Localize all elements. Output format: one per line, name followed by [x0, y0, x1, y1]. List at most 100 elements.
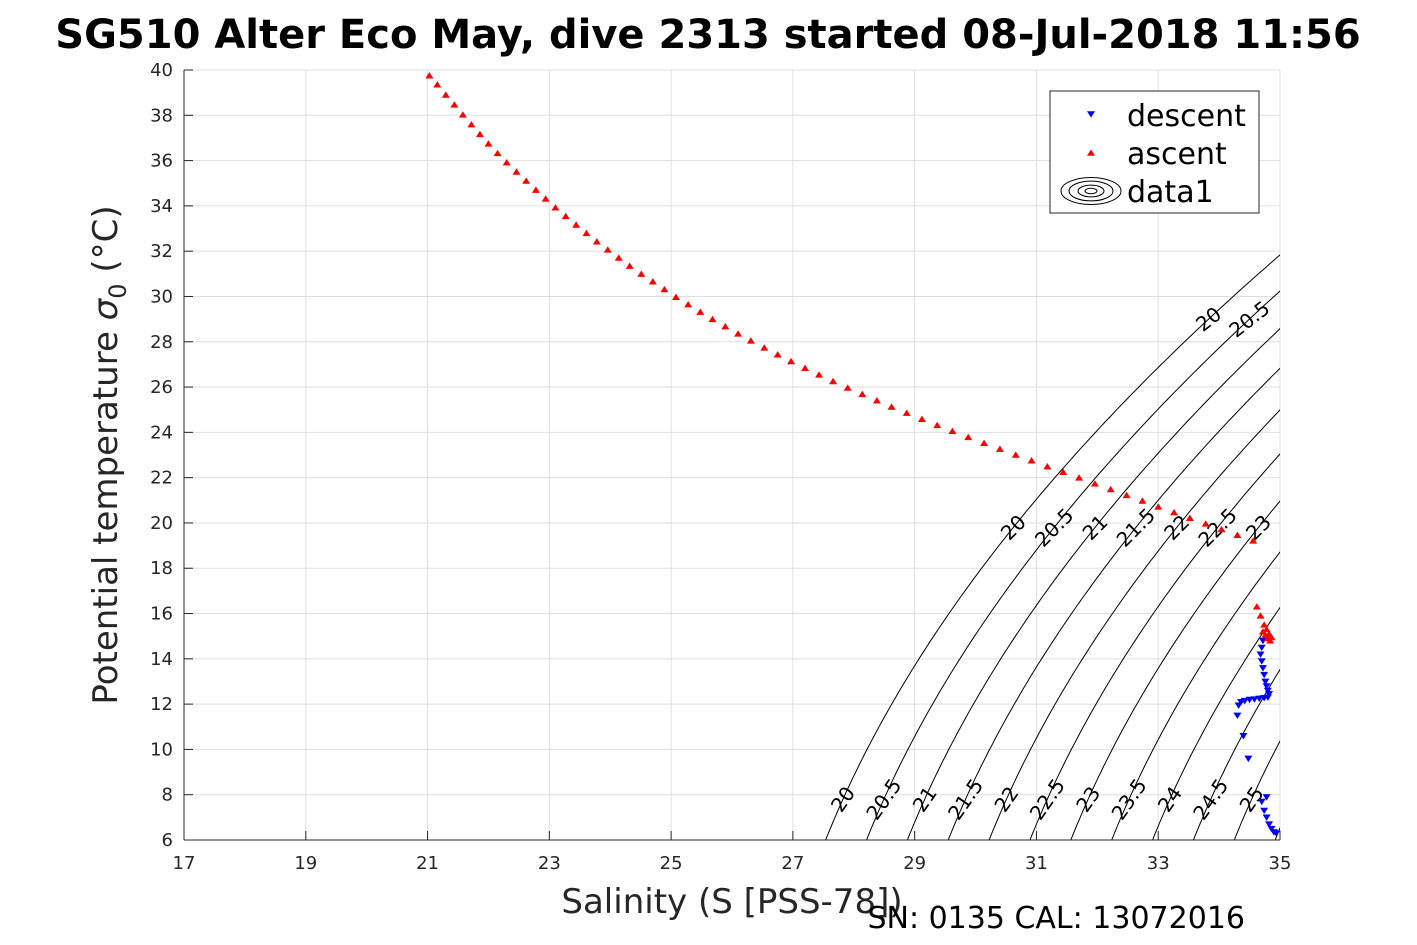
ascent-point [1252, 603, 1261, 610]
ascent-point [1249, 537, 1258, 544]
ascent-point [858, 390, 867, 398]
ascent-point [648, 278, 657, 285]
contour-line [988, 409, 1280, 840]
ascent-point [1090, 480, 1099, 487]
ascent-point [671, 293, 680, 300]
y-tick-label: 26 [150, 377, 173, 398]
y-tick-label: 28 [150, 332, 173, 353]
axes: 17 19 21 23 25 27 29 31 33 35 6 8 10 12 14 16 18 20 22 24 26… [150, 60, 1291, 874]
y-tick-label: 24 [150, 422, 173, 443]
y-tick-label: 30 [150, 286, 173, 307]
y-tick-label: 6 [162, 830, 173, 851]
ascent-point [502, 159, 511, 166]
ascent-point [475, 130, 484, 138]
ascent-point [603, 246, 612, 253]
y-tick-label: 22 [150, 468, 173, 489]
ascent-point [1256, 612, 1265, 619]
descent-point [1239, 733, 1248, 740]
y-tick-label: 10 [150, 739, 173, 760]
x-tick-label: 27 [781, 853, 804, 874]
contour-line [1029, 453, 1280, 840]
contour-line [1152, 606, 1280, 840]
ascent-point [721, 322, 730, 330]
legend-label: ascent [1127, 137, 1227, 172]
y-axis-label: Potential temperature σ0 (°C) [86, 205, 132, 704]
ascent-point [815, 371, 824, 378]
ascent-point [933, 421, 942, 429]
x-tick-label: 21 [416, 853, 439, 874]
x-tick-label: 33 [1147, 853, 1170, 874]
x-tick-label: 31 [1025, 853, 1048, 874]
ascent-point [625, 262, 634, 269]
ascent-point [1233, 531, 1242, 538]
descent-point [1265, 821, 1274, 828]
ascent-point [1185, 514, 1194, 521]
ascent-point [450, 101, 459, 108]
descent-point [1263, 687, 1272, 695]
y-tick-label: 40 [150, 60, 173, 81]
ascent-point [995, 445, 1004, 452]
legend-ascent-marker [1087, 149, 1095, 156]
ascent-point [1043, 462, 1052, 470]
ascent-point [1262, 625, 1271, 633]
ascent-point [467, 120, 476, 128]
x-tick-label: 17 [173, 853, 196, 874]
descent-point [1262, 683, 1271, 690]
footer-serial-calibration: SN: 0135 CAL: 13072016 [867, 901, 1245, 936]
ascent-point [1258, 628, 1267, 635]
y-tick-label: 18 [150, 558, 173, 579]
y-tick-label: 32 [150, 241, 173, 262]
ascent-point [746, 337, 755, 344]
y-tick-label: 34 [150, 196, 173, 217]
ascent-point [484, 140, 493, 147]
ascent-point [1154, 503, 1163, 510]
descent-point [1233, 712, 1242, 720]
ascent-point [1260, 621, 1269, 628]
chart-title: SG510 Alter Eco May, dive 2313 started 0… [55, 12, 1360, 58]
x-tick-label: 25 [660, 853, 683, 874]
ascent-point [637, 270, 646, 277]
descent-point [1262, 794, 1271, 801]
legend-contour-icon [1060, 177, 1122, 205]
descent-point [1257, 658, 1266, 665]
ascent-point [902, 409, 911, 416]
descent-point [1261, 678, 1270, 686]
ascent-point [887, 403, 896, 410]
ascent-point [872, 397, 881, 404]
ascent-point [614, 254, 623, 261]
descent-point [1272, 830, 1281, 837]
ascent-point [493, 149, 502, 157]
ascent-point [1217, 525, 1226, 533]
ascent-point [1106, 485, 1115, 493]
x-axis-label: Salinity (S [PSS-78]) [561, 882, 902, 922]
ascent-point [1059, 468, 1068, 476]
descent-point [1244, 755, 1253, 763]
ascent-point [760, 344, 769, 351]
y-tick-label: 16 [150, 604, 173, 625]
ascent-point [561, 212, 570, 220]
ascent-point [980, 439, 989, 447]
y-tick-label: 36 [150, 151, 173, 172]
ascent-point [1011, 451, 1020, 458]
legend-label: data1 [1127, 175, 1214, 210]
contour-line [1111, 551, 1280, 840]
legend-contour-icon [1077, 184, 1105, 198]
ascent-point [1263, 634, 1272, 642]
x-tick-label: 19 [294, 853, 317, 874]
x-tick-label: 23 [538, 853, 561, 874]
descent-point [1237, 699, 1246, 706]
y-tick-label: 12 [150, 694, 173, 715]
ascent-point [1261, 631, 1270, 638]
ascent-point [1170, 508, 1179, 516]
descent-point [1260, 807, 1269, 815]
ascent-point [582, 229, 591, 237]
descent-point [1267, 825, 1276, 833]
ascent-point [572, 221, 581, 228]
contour-line [906, 328, 1280, 840]
descent-point [1257, 644, 1266, 652]
contour-line [866, 290, 1280, 840]
legend-label: descent [1127, 99, 1246, 134]
contour-line [1192, 668, 1280, 840]
ascent-point [433, 81, 442, 88]
ascent-point [773, 351, 782, 358]
